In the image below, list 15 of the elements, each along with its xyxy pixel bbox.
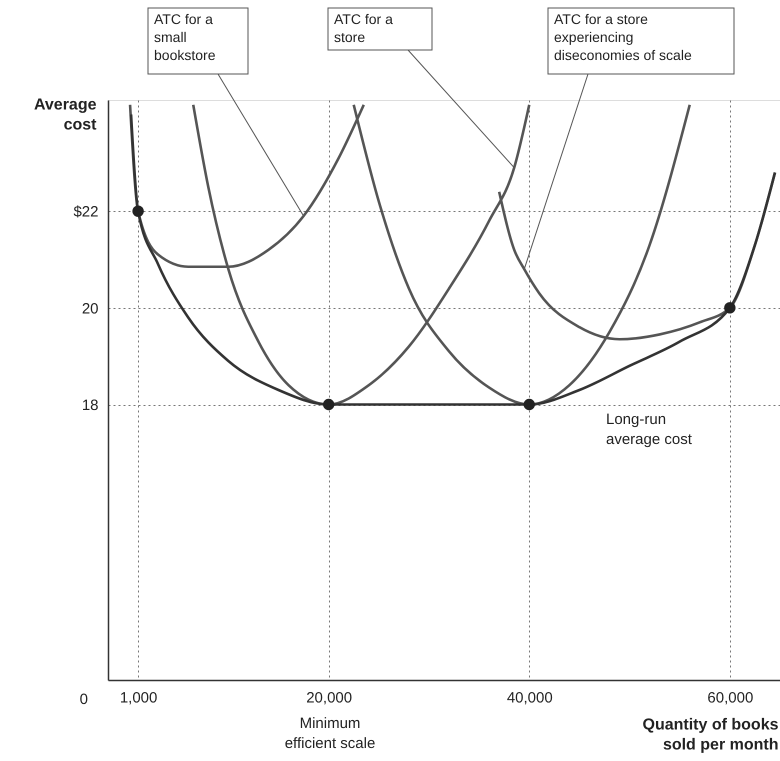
y-axis-title: Average cost: [34, 96, 98, 134]
text: Minimum efficient scale: [284, 715, 376, 752]
x-axis-title: Quantity of books sold per month: [642, 716, 779, 754]
annotation: ATC for a small bookstore: [154, 11, 216, 63]
x-tick-label: 20,000: [306, 690, 352, 706]
annotation: ATC for a store: [334, 11, 394, 45]
y-tick-label: 18: [82, 397, 98, 414]
annotation: Long-run average cost: [606, 411, 693, 448]
x-tick-label: 40,000: [506, 690, 553, 706]
text: 0: [80, 691, 88, 708]
x-tick-label: 60,000: [707, 690, 754, 706]
y-tick-label: 20: [82, 300, 98, 318]
x-tick-label: 1,000: [120, 690, 158, 706]
y-tick-label: $22: [73, 204, 98, 221]
annotation: ATC for a store experiencing diseconomies of scale: [554, 11, 692, 63]
